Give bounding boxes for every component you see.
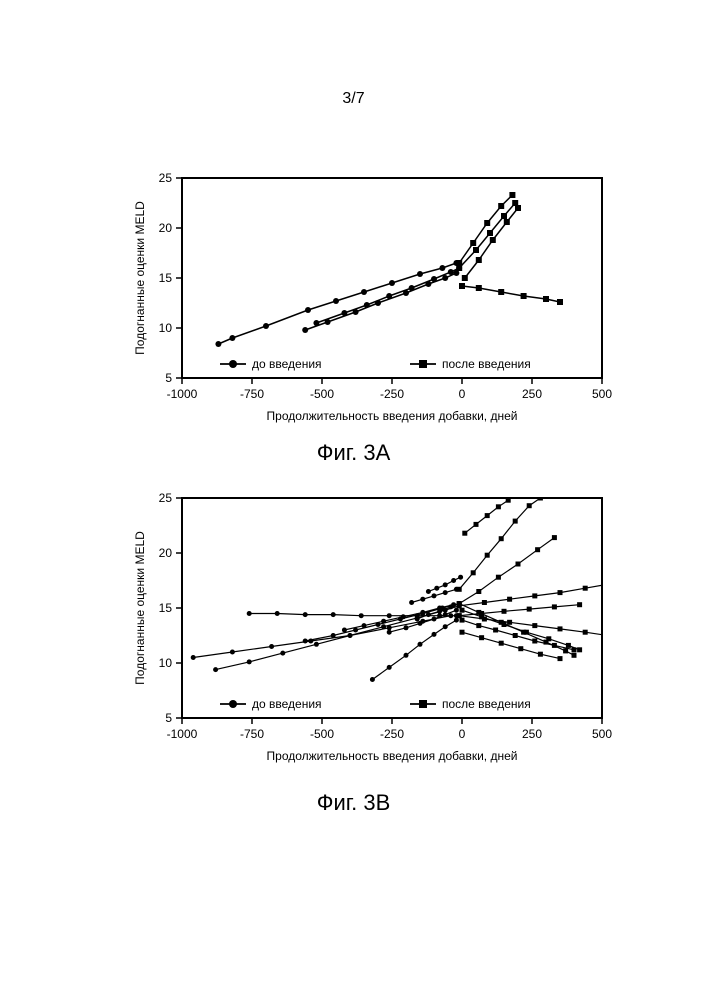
- svg-text:25: 25: [159, 171, 173, 185]
- svg-text:500: 500: [592, 727, 612, 741]
- chart-3a: -1000 -750 -500 -250 0 250 500 5 10 15 20 25 Продолж…: [130, 170, 612, 434]
- svg-text:10: 10: [159, 321, 173, 335]
- svg-text:-250: -250: [380, 387, 404, 401]
- svg-text:250: 250: [522, 727, 542, 741]
- figure-3a-caption: Фиг. 3A: [0, 440, 707, 466]
- svg-text:после введения: после введения: [442, 697, 531, 711]
- svg-text:10: 10: [159, 656, 173, 670]
- figure-3b-panel: -1000 -750 -500 -250 0 250 500 5 10 15 20 25 Продолж…: [130, 490, 612, 774]
- svg-text:-750: -750: [240, 387, 264, 401]
- svg-text:-1000: -1000: [167, 387, 198, 401]
- svg-text:15: 15: [159, 271, 173, 285]
- figure-3b-caption: Фиг. 3B: [0, 790, 707, 816]
- svg-text:0: 0: [459, 387, 466, 401]
- svg-text:0: 0: [459, 727, 466, 741]
- svg-text:-750: -750: [240, 727, 264, 741]
- page: 3/7 -1000-750-500-2500250500510152025Про…: [0, 0, 707, 1000]
- svg-text:Подогнанные оценки MELD: Подогнанные оценки MELD: [133, 531, 147, 685]
- svg-text:-500: -500: [310, 387, 334, 401]
- svg-text:до введения: до введения: [252, 357, 322, 371]
- svg-text:-1000: -1000: [167, 727, 198, 741]
- svg-text:Подогнанные оценки MELD: Подогнанные оценки MELD: [133, 201, 147, 355]
- svg-text:500: 500: [592, 387, 612, 401]
- svg-text:5: 5: [165, 711, 172, 725]
- svg-text:25: 25: [159, 491, 173, 505]
- svg-text:250: 250: [522, 387, 542, 401]
- svg-text:15: 15: [159, 601, 173, 615]
- page-number: 3/7: [0, 90, 707, 108]
- svg-text:20: 20: [159, 546, 173, 560]
- svg-text:-250: -250: [380, 727, 404, 741]
- svg-text:20: 20: [159, 221, 173, 235]
- svg-text:после введения: после введения: [442, 357, 531, 371]
- svg-text:5: 5: [165, 371, 172, 385]
- svg-text:-500: -500: [310, 727, 334, 741]
- chart-3b: -1000 -750 -500 -250 0 250 500 5 10 15 20 25 Продолж…: [130, 490, 612, 774]
- svg-text:до введения: до введения: [252, 697, 322, 711]
- figure-3a-panel: -1000 -750 -500 -250 0 250 500 5 10 15 20 25 Продолж…: [130, 170, 612, 434]
- svg-text:Продолжительность введения доб: Продолжительность введения добавки, дней: [267, 749, 518, 763]
- svg-text:Продолжительность введения доб: Продолжительность введения добавки, дней: [267, 409, 518, 423]
